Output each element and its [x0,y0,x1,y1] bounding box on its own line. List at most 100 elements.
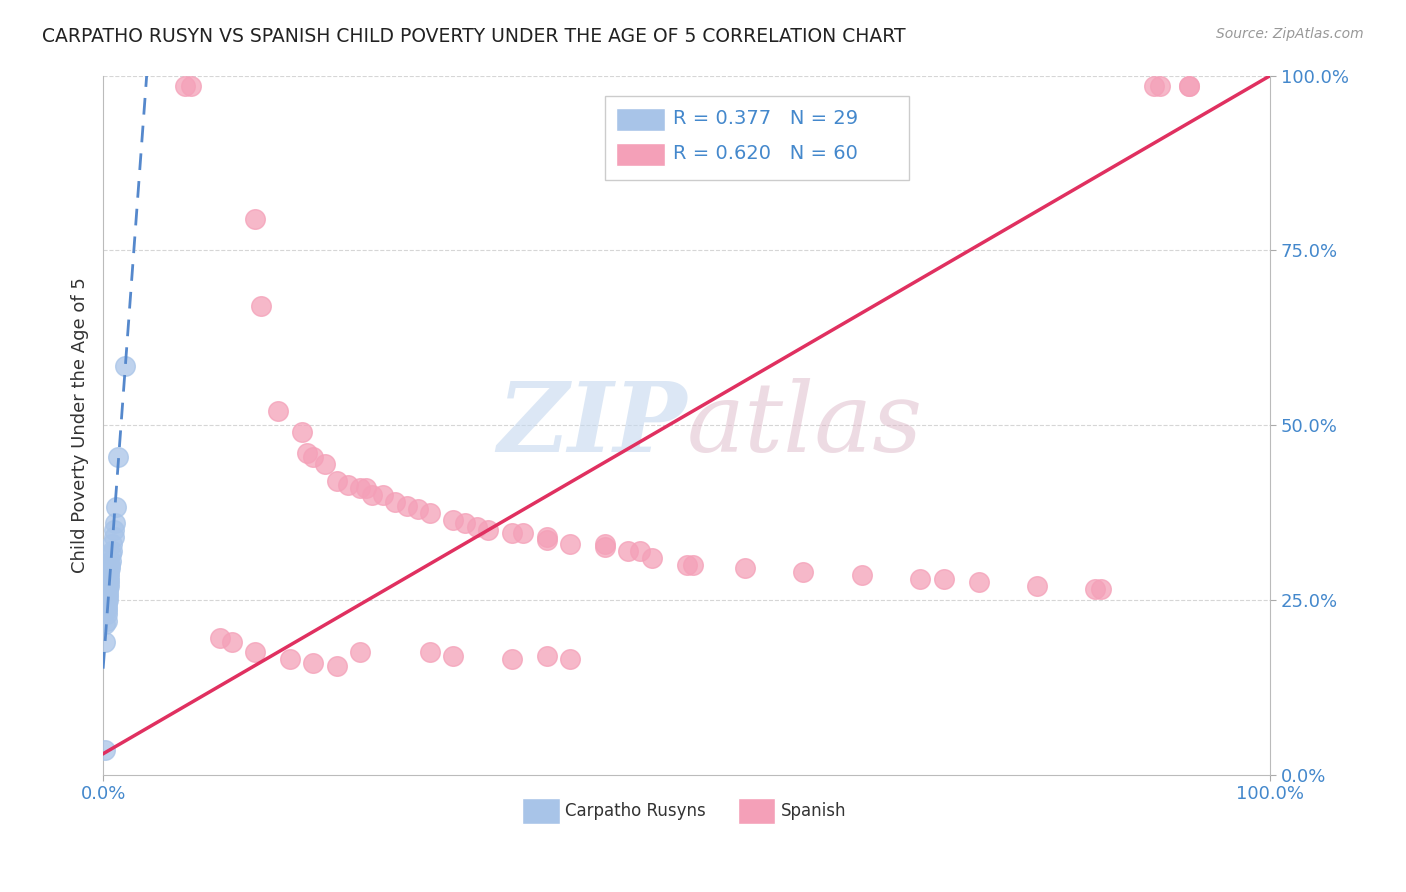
Point [536,533,558,548]
Point [641,551,664,566]
Point [908,572,931,586]
Point [441,648,464,663]
Point [98,561,121,575]
Text: atlas: atlas [686,378,922,472]
Point [96,614,118,628]
Point [97,586,120,600]
Point [243,211,266,226]
Point [173,78,195,93]
Point [94,743,117,757]
Point [101,544,124,558]
Point [1026,579,1049,593]
Point [103,523,125,537]
Point [675,558,697,572]
Point [100,548,122,562]
Point [349,481,371,495]
FancyBboxPatch shape [616,144,665,166]
Point [98,575,121,590]
Point [180,78,202,93]
Point [477,523,499,537]
Point [208,632,231,646]
Point [851,568,873,582]
FancyBboxPatch shape [738,798,776,824]
Point [465,519,488,533]
Point [419,506,441,520]
Point [454,516,477,530]
Point [94,635,117,649]
Point [501,526,523,541]
Point [314,457,336,471]
Point [1143,78,1166,93]
Point [373,488,395,502]
Point [536,530,558,544]
Point [97,582,120,597]
Point [932,572,955,586]
Point [395,499,418,513]
Text: R = 0.377   N = 29: R = 0.377 N = 29 [672,110,858,128]
Point [98,558,121,572]
Point [1090,582,1112,597]
Point [278,652,301,666]
Point [94,617,117,632]
Point [98,568,121,582]
Point [408,502,430,516]
Point [512,526,534,541]
Point [107,450,129,464]
Text: CARPATHO RUSYN VS SPANISH CHILD POVERTY UNDER THE AGE OF 5 CORRELATION CHART: CARPATHO RUSYN VS SPANISH CHILD POVERTY … [42,27,905,45]
FancyBboxPatch shape [605,96,908,180]
Point [967,575,990,590]
Point [100,554,122,568]
Point [1177,78,1199,93]
Point [104,516,127,530]
Point [617,544,640,558]
Point [792,565,814,579]
Text: Source: ZipAtlas.com: Source: ZipAtlas.com [1216,27,1364,41]
Point [593,541,616,555]
Point [104,500,127,514]
Point [302,656,325,670]
Text: Spanish: Spanish [782,802,846,820]
Text: R = 0.620   N = 60: R = 0.620 N = 60 [672,145,858,163]
FancyBboxPatch shape [616,109,665,131]
Point [249,299,271,313]
Point [354,481,377,495]
Text: Carpatho Rusyns: Carpatho Rusyns [565,802,706,820]
Y-axis label: Child Poverty Under the Age of 5: Child Poverty Under the Age of 5 [72,277,89,573]
Point [297,446,319,460]
Point [536,648,558,663]
Point [96,607,118,621]
Point [441,512,464,526]
Point [98,572,121,586]
Point [1149,78,1171,93]
Point [97,593,120,607]
Point [349,645,371,659]
Point [98,579,121,593]
Point [419,645,441,659]
Point [101,537,124,551]
Point [221,635,243,649]
Point [325,659,347,673]
Point [325,474,347,488]
Point [558,652,581,666]
Point [682,558,704,572]
Point [558,537,581,551]
Point [384,495,406,509]
Point [96,603,118,617]
Point [114,359,136,373]
Point [96,596,118,610]
Point [501,652,523,666]
Point [97,590,120,604]
Point [1084,582,1107,597]
Point [628,544,651,558]
Point [302,450,325,464]
Point [103,530,125,544]
FancyBboxPatch shape [522,798,560,824]
Point [290,425,312,439]
Point [243,645,266,659]
Point [337,477,360,491]
Point [1177,78,1199,93]
Point [267,404,290,418]
Point [96,599,118,614]
Point [734,561,756,575]
Point [360,488,382,502]
